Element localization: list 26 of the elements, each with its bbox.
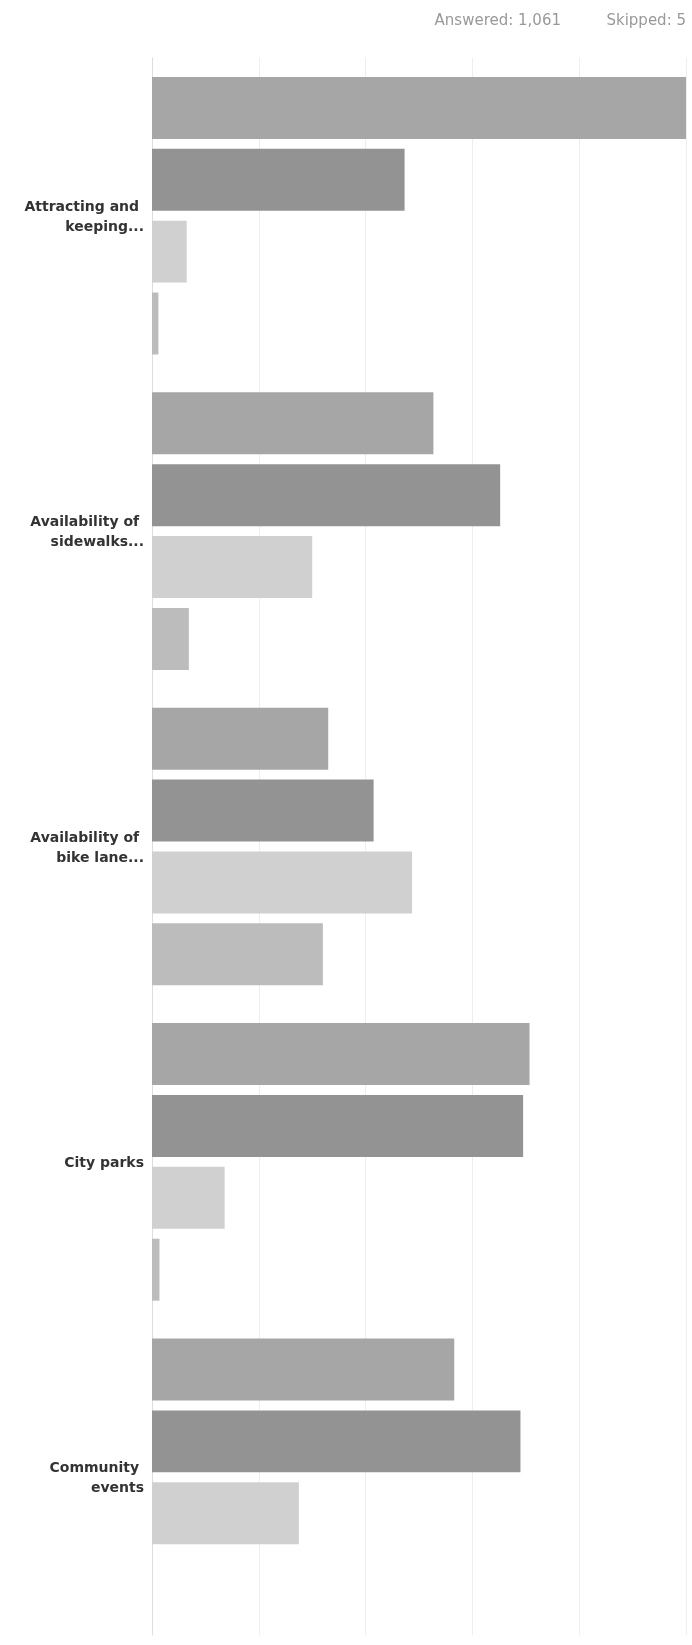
bar	[152, 923, 323, 986]
bar	[152, 292, 159, 355]
bar	[152, 1166, 225, 1229]
bar	[152, 1482, 299, 1545]
bar	[152, 1023, 530, 1086]
bar	[152, 1338, 455, 1401]
y-tick-label: Community events	[49, 1459, 144, 1496]
text: Answered: 1,061	[434, 10, 562, 29]
bar	[152, 536, 313, 599]
text: Skipped: 5	[606, 10, 687, 29]
bar	[152, 851, 413, 914]
bar	[152, 464, 501, 527]
bar	[152, 148, 405, 211]
bar	[152, 607, 189, 670]
y-tick-label: Availability of bike lane...	[30, 828, 144, 865]
bar	[152, 1238, 160, 1301]
bar	[152, 779, 374, 842]
y-tick-label: City parks	[64, 1153, 144, 1170]
bar	[152, 1094, 524, 1157]
bar	[152, 707, 329, 770]
y-tick-label: Attracting and keeping...	[24, 197, 144, 234]
bar	[152, 1410, 521, 1473]
bar	[152, 392, 434, 455]
bar	[152, 220, 187, 283]
bar	[152, 76, 686, 139]
y-tick-label: Availability of sidewalks...	[30, 513, 144, 550]
